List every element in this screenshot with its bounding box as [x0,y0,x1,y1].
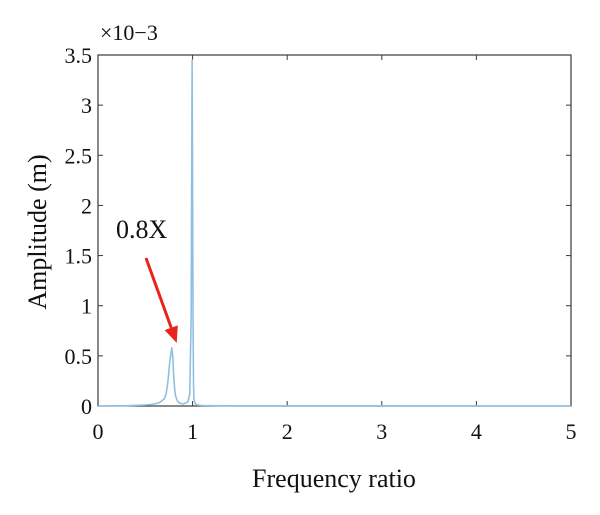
y-tick-label: 3.5 [65,43,93,68]
y-tick-label: 2 [81,193,92,218]
y-axis-multiplier: ×10−3 [100,20,158,45]
x-tick-label: 4 [471,419,482,444]
plot-area-border [97,54,572,407]
series-line [97,59,572,407]
axes-frame [97,54,572,407]
x-tick-label: 3 [376,419,387,444]
annotation-arrow-head [164,325,178,343]
y-axis: 0 0.5 1 1.5 2 2.5 3 3.5 [65,43,571,419]
x-tick-label: 2 [282,419,293,444]
annotation-label: 0.8X [116,215,168,244]
x-axis-title: Frequency ratio [252,464,416,493]
annotation-arrow-shaft [144,257,173,329]
x-axis: 0 1 2 3 4 5 [93,55,577,444]
y-tick-label: 2.5 [65,143,93,168]
y-axis-title: Amplitude (m) [23,154,52,309]
x-tick-label: 0 [93,419,104,444]
annotation: 0.8X [116,215,178,343]
y-tick-label: 0 [81,394,92,419]
y-tick-label: 0.5 [65,344,93,369]
y-tick-label: 1 [81,294,92,319]
series-layer [97,59,572,407]
y-tick-label: 3 [81,93,92,118]
x-tick-label: 5 [566,419,577,444]
y-tick-label: 1.5 [65,244,93,269]
x-tick-label: 1 [187,419,198,444]
